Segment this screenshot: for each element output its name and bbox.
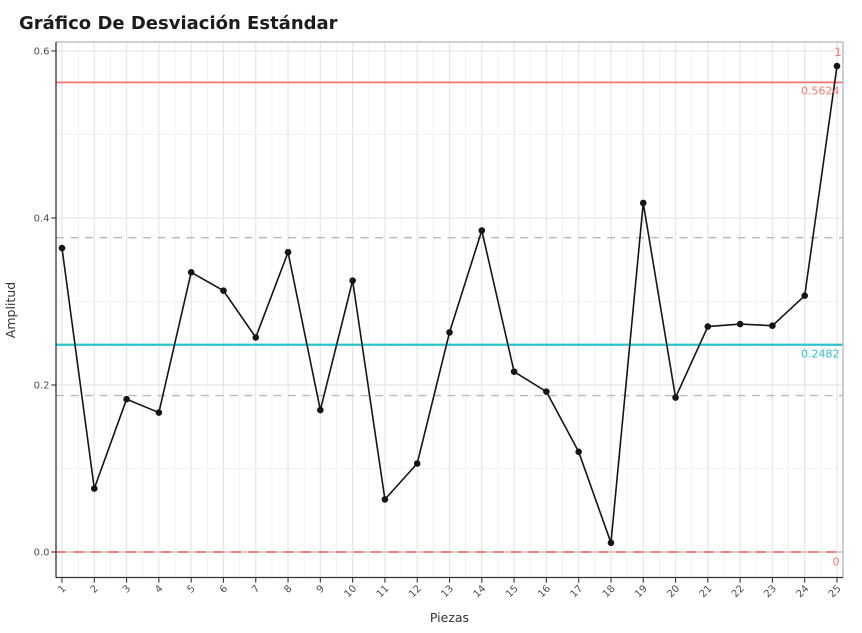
data-point xyxy=(349,277,356,284)
x-tick-label: 4 xyxy=(153,583,165,595)
data-point xyxy=(833,62,841,70)
x-tick-label: 3 xyxy=(121,583,133,595)
data-point xyxy=(801,292,809,299)
x-tick-label: 10 xyxy=(342,583,359,600)
data-point xyxy=(575,448,582,456)
x-tick-label: 2 xyxy=(89,583,101,595)
data-point xyxy=(639,199,647,207)
data-point xyxy=(317,406,324,414)
x-tick-label: 23 xyxy=(762,583,779,600)
y-tick-label: 0.4 xyxy=(34,214,50,225)
x-tick-label: 17 xyxy=(569,583,586,600)
y-tick-label: 0.2 xyxy=(34,381,50,392)
x-tick-label: 6 xyxy=(218,583,230,595)
cl-value-label: 0.2482 xyxy=(801,347,840,360)
chart-title: Gráfico De Desviación Estándar xyxy=(19,13,338,34)
data-point xyxy=(672,394,679,401)
x-tick-label: 11 xyxy=(375,583,392,600)
x-tick-label: 8 xyxy=(282,583,294,595)
y-tick-label: 0.6 xyxy=(34,47,50,58)
x-tick-label: 12 xyxy=(407,583,424,600)
data-point xyxy=(123,395,130,403)
x-tick-label: 5 xyxy=(186,583,198,595)
data-point xyxy=(155,409,163,416)
x-tick-label: 16 xyxy=(536,583,553,600)
x-tick-label: 25 xyxy=(827,583,844,600)
x-tick-label: 1 xyxy=(56,583,68,595)
x-tick-label: 13 xyxy=(439,583,456,600)
data-point xyxy=(769,322,776,330)
data-point xyxy=(284,248,292,256)
x-tick-label: 19 xyxy=(633,583,650,600)
data-point xyxy=(413,460,421,467)
x-tick-label: 20 xyxy=(665,583,682,600)
plot-area: 0.00.20.40.61 2 3 4 5 6 7 8 9 10 11 12 13 14 15 16 17 18 1… xyxy=(34,41,844,600)
x-tick-label: 18 xyxy=(601,583,618,600)
x-tick-label: 15 xyxy=(504,583,521,600)
y-axis-title: Amplitud xyxy=(3,282,18,338)
x-tick-label: 21 xyxy=(698,583,715,600)
violation-point-label: 1 xyxy=(834,45,841,59)
data-point xyxy=(220,287,227,294)
lcl-value-label: 0 xyxy=(833,556,840,569)
data-point xyxy=(478,227,486,234)
data-point xyxy=(252,334,260,341)
x-tick-label: 14 xyxy=(472,583,489,600)
ucl-value-label: 0.5624 xyxy=(801,84,840,97)
x-axis-title: Piezas xyxy=(430,610,469,625)
data-point xyxy=(187,268,195,276)
data-point xyxy=(90,485,98,492)
data-point xyxy=(543,388,550,395)
x-tick-label: 9 xyxy=(315,583,327,595)
data-point xyxy=(446,329,453,336)
data-point xyxy=(381,496,389,503)
data-point xyxy=(58,244,66,252)
x-tick-label: 24 xyxy=(795,583,812,600)
data-point xyxy=(736,320,744,328)
x-tick-label: 22 xyxy=(730,583,747,600)
data-point xyxy=(607,539,615,547)
x-tick-label: 7 xyxy=(250,583,262,595)
data-point xyxy=(704,323,712,330)
y-tick-label: 0.0 xyxy=(34,548,50,559)
data-point xyxy=(510,368,518,375)
